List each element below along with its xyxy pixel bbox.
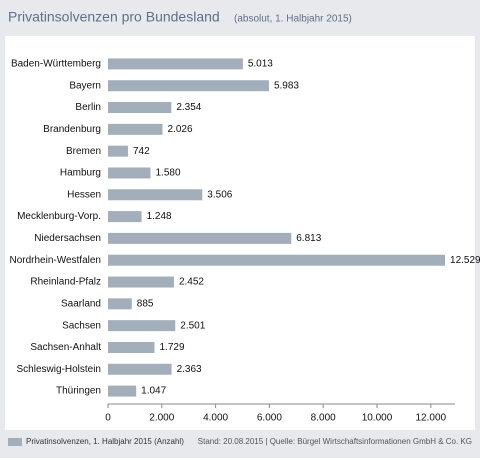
x-tick-label: 0 xyxy=(105,413,111,424)
value-label: 6.813 xyxy=(296,233,321,244)
category-label: Bayern xyxy=(69,80,101,91)
category-label: Mecklenburg-Vorp. xyxy=(17,211,101,222)
bar xyxy=(108,58,243,70)
category-label: Saarland xyxy=(61,298,101,309)
category-label: Berlin xyxy=(75,102,101,113)
value-label: 3.506 xyxy=(207,189,232,200)
bar xyxy=(108,102,172,114)
category-label: Thüringen xyxy=(56,386,101,397)
bar xyxy=(108,341,155,353)
bar xyxy=(108,232,292,244)
value-label: 1.729 xyxy=(160,342,185,353)
bar xyxy=(108,145,128,157)
category-label: Schleswig-Holstein xyxy=(17,364,101,375)
value-label: 1.248 xyxy=(147,211,172,222)
category-label: Sachsen-Anhalt xyxy=(30,342,101,353)
bar xyxy=(108,211,142,223)
category-label: Baden-Württemberg xyxy=(11,59,101,70)
category-label: Brandenburg xyxy=(43,124,101,135)
bar xyxy=(108,167,151,179)
category-label: Sachsen xyxy=(62,320,101,331)
bar xyxy=(108,254,446,266)
bar xyxy=(108,189,203,201)
x-tick-label: 2.000 xyxy=(149,413,174,424)
bar xyxy=(108,276,174,288)
value-label: 2.363 xyxy=(177,364,202,375)
x-tick-label: 8.000 xyxy=(311,413,336,424)
value-label: 5.983 xyxy=(274,80,299,91)
category-label: Niedersachsen xyxy=(34,233,101,244)
legend-swatch xyxy=(8,438,22,446)
value-label: 2.026 xyxy=(167,124,192,135)
bar xyxy=(108,80,269,92)
value-label: 2.354 xyxy=(176,102,201,113)
value-label: 5.013 xyxy=(248,59,273,70)
category-label: Hessen xyxy=(67,189,101,200)
source: Stand: 20.08.2015 | Quelle: Bürgel Wirts… xyxy=(198,437,472,446)
value-label: 885 xyxy=(137,298,154,309)
category-label: Bremen xyxy=(66,146,101,157)
bar xyxy=(108,363,172,375)
x-tick-label: 4.000 xyxy=(203,413,228,424)
bar xyxy=(108,385,137,397)
x-tick-label: 6.000 xyxy=(257,413,282,424)
chart-subtitle: (absolut, 1. Halbjahr 2015) xyxy=(234,14,352,25)
value-label: 1.580 xyxy=(156,168,181,179)
value-label: 12.529 xyxy=(450,255,480,266)
chart-title: Privatinsolvenzen pro Bundesland xyxy=(8,9,220,25)
category-label: Rheinland-Pfalz xyxy=(30,277,101,288)
legend-label: Privatinsolvenzen, 1. Halbjahr 2015 (Anz… xyxy=(26,437,184,446)
value-label: 2.452 xyxy=(179,277,204,288)
value-label: 742 xyxy=(133,146,150,157)
category-label: Hamburg xyxy=(60,168,101,179)
category-label: Nordrhein-Westfalen xyxy=(9,255,101,266)
value-label: 1.047 xyxy=(141,386,166,397)
bar xyxy=(108,298,132,310)
bar xyxy=(108,320,176,332)
x-tick-label: 12.000 xyxy=(415,413,446,424)
x-tick-label: 10.000 xyxy=(362,413,393,424)
value-label: 2.501 xyxy=(180,320,205,331)
bar xyxy=(108,123,163,135)
